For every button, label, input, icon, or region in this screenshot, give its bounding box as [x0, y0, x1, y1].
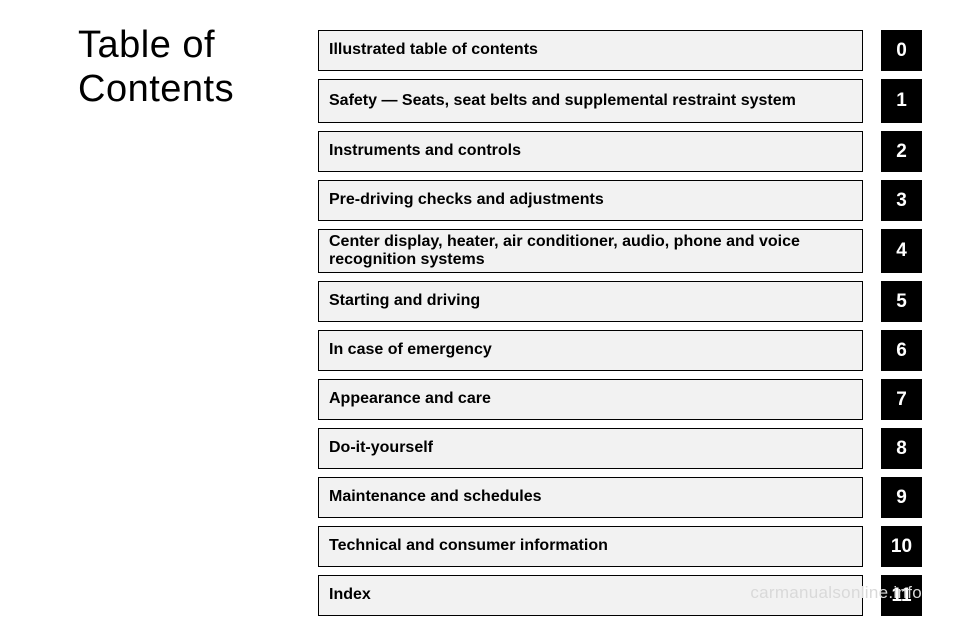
chapter-tab[interactable]: 4: [881, 229, 922, 273]
chapter-number: 9: [896, 487, 907, 509]
chapter-label: Instruments and controls: [329, 142, 521, 160]
page-title-line2: Contents: [78, 68, 234, 110]
chapter-number: 0: [896, 40, 907, 62]
chapter-number: 3: [896, 190, 907, 212]
chapter-label: Technical and consumer information: [329, 537, 608, 555]
chapter-row[interactable]: Instruments and controls: [318, 131, 863, 172]
chapter-tab[interactable]: 8: [881, 428, 922, 469]
chapter-row[interactable]: Pre-driving checks and adjustments: [318, 180, 863, 221]
chapter-tab[interactable]: 2: [881, 131, 922, 172]
page: Table of Contents Illustrated table of c…: [0, 0, 960, 611]
chapter-tab[interactable]: 0: [881, 30, 922, 71]
chapter-number: 7: [896, 389, 907, 411]
chapter-tab[interactable]: 7: [881, 379, 922, 420]
chapter-tab[interactable]: 3: [881, 180, 922, 221]
watermark: carmanualsonline.info: [750, 583, 922, 603]
chapter-label: In case of emergency: [329, 341, 492, 359]
chapter-label: Starting and driving: [329, 292, 480, 310]
chapter-number: 6: [896, 340, 907, 362]
chapter-row[interactable]: Technical and consumer information: [318, 526, 863, 567]
page-title-line1: Table of: [78, 24, 215, 66]
chapter-number: 8: [896, 438, 907, 460]
chapter-label: Maintenance and schedules: [329, 488, 542, 506]
chapter-list: Illustrated table of contents Safety — S…: [318, 30, 863, 624]
chapter-label: Center display, heater, air conditioner,…: [329, 233, 852, 270]
chapter-row[interactable]: In case of emergency: [318, 330, 863, 371]
chapter-row[interactable]: Illustrated table of contents: [318, 30, 863, 71]
chapter-tabs: 0 1 2 3 4 5 6 7 8 9 10 11: [881, 30, 922, 624]
chapter-tab[interactable]: 6: [881, 330, 922, 371]
chapter-tab[interactable]: 5: [881, 281, 922, 322]
chapter-number: 4: [896, 240, 907, 262]
chapter-tab[interactable]: 1: [881, 79, 922, 123]
page-title: Table of Contents: [78, 24, 234, 111]
chapter-row[interactable]: Starting and driving: [318, 281, 863, 322]
chapter-row[interactable]: Maintenance and schedules: [318, 477, 863, 518]
chapter-tab[interactable]: 10: [881, 526, 922, 567]
chapter-number: 10: [891, 536, 912, 558]
chapter-label: Appearance and care: [329, 390, 491, 408]
chapter-number: 5: [896, 291, 907, 313]
chapter-label: Safety — Seats, seat belts and supplemen…: [329, 92, 796, 110]
chapter-label: Do-it-yourself: [329, 439, 433, 457]
chapter-label: Illustrated table of contents: [329, 41, 538, 59]
chapter-tab[interactable]: 9: [881, 477, 922, 518]
chapter-row[interactable]: Appearance and care: [318, 379, 863, 420]
chapter-row[interactable]: Center display, heater, air conditioner,…: [318, 229, 863, 273]
chapter-row[interactable]: Safety — Seats, seat belts and supplemen…: [318, 79, 863, 123]
chapter-label: Pre-driving checks and adjustments: [329, 191, 604, 209]
chapter-number: 1: [896, 90, 907, 112]
chapter-label: Index: [329, 586, 371, 604]
chapter-number: 2: [896, 141, 907, 163]
chapter-row[interactable]: Do-it-yourself: [318, 428, 863, 469]
